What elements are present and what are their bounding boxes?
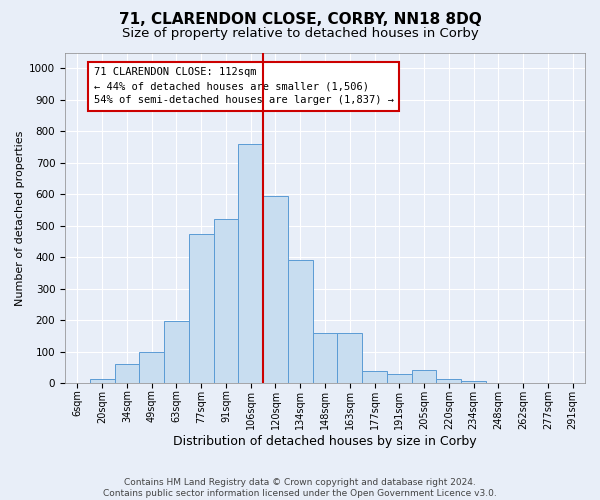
Bar [164,321,189,383]
Text: Contains HM Land Registry data © Crown copyright and database right 2024.
Contai: Contains HM Land Registry data © Crown c… [103,478,497,498]
Bar [362,370,387,383]
Bar [139,352,164,383]
Bar [90,379,115,383]
Bar [263,196,288,383]
Bar [189,234,214,383]
Bar [461,381,486,383]
Bar [387,374,412,383]
Y-axis label: Number of detached properties: Number of detached properties [15,130,25,306]
Bar [115,364,139,383]
Bar [412,370,436,383]
Bar [313,333,337,383]
X-axis label: Distribution of detached houses by size in Corby: Distribution of detached houses by size … [173,434,477,448]
Bar [436,380,461,383]
Bar [214,220,238,383]
Bar [288,260,313,383]
Bar [238,144,263,383]
Text: 71, CLARENDON CLOSE, CORBY, NN18 8DQ: 71, CLARENDON CLOSE, CORBY, NN18 8DQ [119,12,481,28]
Bar [337,333,362,383]
Text: 71 CLARENDON CLOSE: 112sqm
← 44% of detached houses are smaller (1,506)
54% of s: 71 CLARENDON CLOSE: 112sqm ← 44% of deta… [94,68,394,106]
Text: Size of property relative to detached houses in Corby: Size of property relative to detached ho… [122,28,478,40]
